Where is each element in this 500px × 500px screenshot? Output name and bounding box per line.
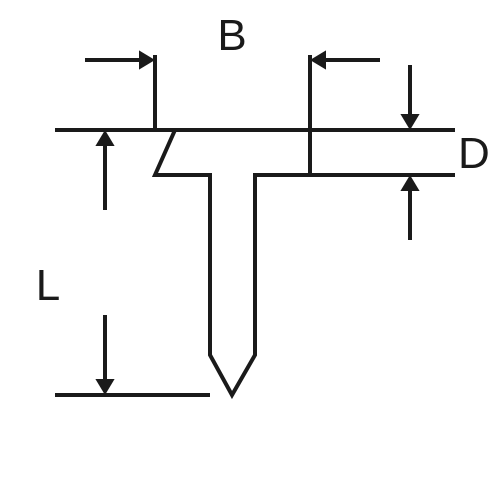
dim-arrow-l-top — [95, 130, 114, 210]
dim-arrow-l-bottom — [95, 315, 114, 395]
nail-outline — [155, 130, 310, 395]
dim-arrow-d-top — [400, 65, 419, 130]
label-l: L — [36, 261, 60, 310]
dim-arrow-d-bottom — [400, 175, 419, 240]
label-d: D — [458, 129, 490, 178]
dim-arrow-b-right — [310, 50, 380, 130]
label-b: B — [217, 11, 246, 60]
nail-dimension-diagram: B D L — [0, 0, 500, 500]
dim-arrow-b-left — [85, 50, 155, 130]
